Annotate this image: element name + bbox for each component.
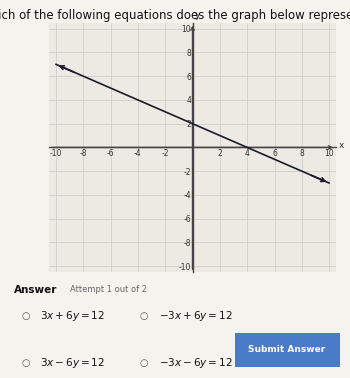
Text: y: y (195, 11, 201, 20)
Text: Which of the following equations does the graph below represent?: Which of the following equations does th… (0, 9, 350, 22)
Text: $-3x + 6y = 12$: $-3x + 6y = 12$ (159, 308, 233, 323)
Text: Answer: Answer (14, 285, 57, 295)
Text: ○: ○ (140, 311, 148, 321)
Text: Submit Answer: Submit Answer (248, 345, 326, 354)
Text: $3x + 6y = 12$: $3x + 6y = 12$ (40, 308, 105, 323)
Text: ○: ○ (21, 358, 29, 368)
Text: Attempt 1 out of 2: Attempt 1 out of 2 (70, 285, 147, 294)
Text: ○: ○ (21, 311, 29, 321)
Text: $3x - 6y = 12$: $3x - 6y = 12$ (40, 356, 105, 370)
Text: $-3x - 6y = 12$: $-3x - 6y = 12$ (159, 356, 233, 370)
Text: x: x (339, 141, 344, 150)
Text: ○: ○ (140, 358, 148, 368)
